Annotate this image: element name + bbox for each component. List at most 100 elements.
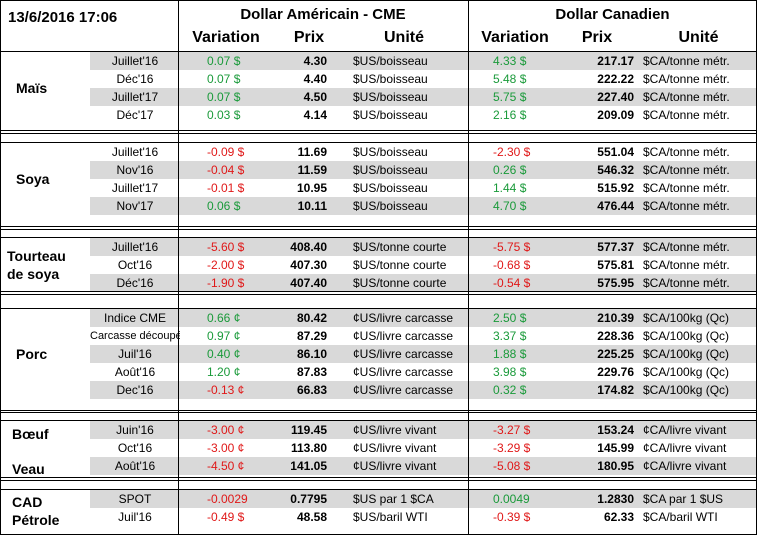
usd-unit-cell: $US/boisseau xyxy=(353,90,428,104)
section-label: de soya xyxy=(7,266,60,282)
usd-var-cell: -0.01 $ xyxy=(207,181,245,195)
cad-unit-cell: $CA/baril WTI xyxy=(643,510,718,524)
cad-price-cell: 209.09 xyxy=(597,108,634,122)
usd-var-cell: 1.20 ¢ xyxy=(207,365,241,379)
contract-cell: Juil'16 xyxy=(118,347,152,361)
contract-cell: Juillet'16 xyxy=(111,145,159,159)
cad-price-cell: 476.44 xyxy=(597,199,634,213)
usd-price-cell: 4.40 xyxy=(303,72,327,86)
cad-price-cell: 227.40 xyxy=(597,90,634,104)
cad-price-cell: 210.39 xyxy=(597,311,634,325)
cad-unit-cell: $CA/100kg (Qc) xyxy=(643,365,730,379)
usd-price-cell: 113.80 xyxy=(290,441,327,455)
usd-unit-cell: ¢US/livre carcasse xyxy=(353,329,454,343)
cad-unit-cell: $CA/tonne métr. xyxy=(643,181,730,195)
usd-price-cell: 10.11 xyxy=(297,199,327,213)
usd-price-cell: 4.14 xyxy=(303,108,327,122)
contract-cell: Oct'16 xyxy=(117,441,153,455)
grid-line xyxy=(0,477,757,478)
cad-var-cell: 5.75 $ xyxy=(493,90,527,104)
usd-var-cell: -0.13 ¢ xyxy=(207,383,245,397)
row-shade xyxy=(90,197,757,215)
usd-var-cell: -3.00 ¢ xyxy=(207,441,245,455)
usd-price-cell: 87.29 xyxy=(296,329,327,343)
usd-unit-cell: ¢US/livre vivant xyxy=(353,459,437,473)
cad-price-cell: 575.95 xyxy=(597,276,634,290)
contract-cell: Août'16 xyxy=(114,459,156,473)
cad-price-cell: 546.32 xyxy=(597,163,634,177)
grid-line xyxy=(0,226,757,227)
cad-unit-cell: $CA/100kg (Qc) xyxy=(643,347,730,361)
usd-price-cell: 11.59 xyxy=(297,163,327,177)
contract-cell: Août'16 xyxy=(114,365,156,379)
cad-unit-cell: $CA/100kg (Qc) xyxy=(643,383,730,397)
cad-price-cell: 229.76 xyxy=(597,365,634,379)
cad-unit-cell: $CA/tonne métr. xyxy=(643,276,730,290)
grid-line xyxy=(0,291,757,292)
cad-unit-cell: $CA/tonne métr. xyxy=(643,258,730,272)
contract-cell: Juin'16 xyxy=(116,423,154,437)
contract-cell: Nov'16 xyxy=(116,163,154,177)
usd-variation-header: Variation xyxy=(192,29,260,46)
usd-price-cell: 119.45 xyxy=(290,423,327,437)
cad-var-cell: 2.50 $ xyxy=(493,311,527,325)
usd-unit-cell: $US par 1 $CA xyxy=(353,492,434,506)
cad-var-cell: -5.75 $ xyxy=(493,240,531,254)
usd-price-cell: 10.95 xyxy=(296,181,327,195)
grid-line xyxy=(0,412,757,413)
contract-cell: Carcasse découpée xyxy=(90,330,180,342)
usd-unit-cell: $US/boisseau xyxy=(353,181,428,195)
cad-var-cell: -3.29 $ xyxy=(493,441,531,455)
usd-unit-cell: $US/boisseau xyxy=(353,163,428,177)
grid-line xyxy=(0,0,757,1)
usd-var-cell: 0.03 $ xyxy=(207,108,241,122)
contract-cell: Dec'16 xyxy=(116,383,154,397)
usd-unit-cell: $US/boisseau xyxy=(353,145,428,159)
row-shade xyxy=(90,238,757,256)
usd-var-cell: 0.06 $ xyxy=(207,199,241,213)
cad-price-cell: 228.36 xyxy=(597,329,634,343)
cad-unit-cell: $CA/tonne métr. xyxy=(643,240,730,254)
row-shade xyxy=(90,490,757,508)
usd-price-cell: 0.7795 xyxy=(290,492,327,506)
grid-line xyxy=(0,237,757,238)
cad-unit-cell: $CA/tonne métr. xyxy=(643,145,730,159)
usd-price-cell: 86.10 xyxy=(296,347,327,361)
cad-variation-header: Variation xyxy=(481,29,549,46)
usd-unit-cell: ¢US/livre vivant xyxy=(353,423,437,437)
cad-var-cell: 1.88 $ xyxy=(493,347,527,361)
row-shade xyxy=(90,88,757,106)
cad-price-cell: 217.17 xyxy=(597,54,634,68)
cad-var-cell: -3.27 $ xyxy=(493,423,531,437)
contract-cell: SPOT xyxy=(118,492,152,506)
cad-price-cell: 575.81 xyxy=(597,258,634,272)
usd-var-cell: -2.00 $ xyxy=(207,258,245,272)
cad-price-cell: 1.2830 xyxy=(597,492,634,506)
grid-line xyxy=(0,133,757,134)
cad-unit-cell: $CA/tonne métr. xyxy=(643,108,730,122)
usd-price-cell: 87.83 xyxy=(296,365,327,379)
usd-var-cell: -0.09 $ xyxy=(207,145,245,159)
section-label: Porc xyxy=(16,346,48,362)
cad-var-cell: -2.30 $ xyxy=(493,145,531,159)
row-shade xyxy=(90,345,757,363)
usd-unit-cell: $US/boisseau xyxy=(353,108,428,122)
cad-unit-cell: $CA/100kg (Qc) xyxy=(643,329,730,343)
row-shade xyxy=(90,161,757,179)
usd-unit-cell: $US/baril WTI xyxy=(353,510,428,524)
cad-price-cell: 225.25 xyxy=(597,347,634,361)
usd-unit-cell: $US/boisseau xyxy=(353,54,428,68)
cad-price-cell: 577.37 xyxy=(597,240,634,254)
contract-cell: Oct'16 xyxy=(117,258,153,272)
usd-var-cell: -4.50 ¢ xyxy=(207,459,245,473)
section-label: Maïs xyxy=(16,80,48,96)
grid-line xyxy=(0,480,757,481)
cad-price-cell: 551.04 xyxy=(597,145,634,159)
cad-unit-cell: ¢CA/livre vivant xyxy=(643,441,727,455)
cad-var-cell: 0.26 $ xyxy=(493,163,527,177)
cad-unit-cell: $CA par 1 $US xyxy=(643,492,724,506)
grid-line xyxy=(0,229,757,230)
contract-cell: Juillet'16 xyxy=(111,240,159,254)
section-label: Soya xyxy=(16,171,50,187)
